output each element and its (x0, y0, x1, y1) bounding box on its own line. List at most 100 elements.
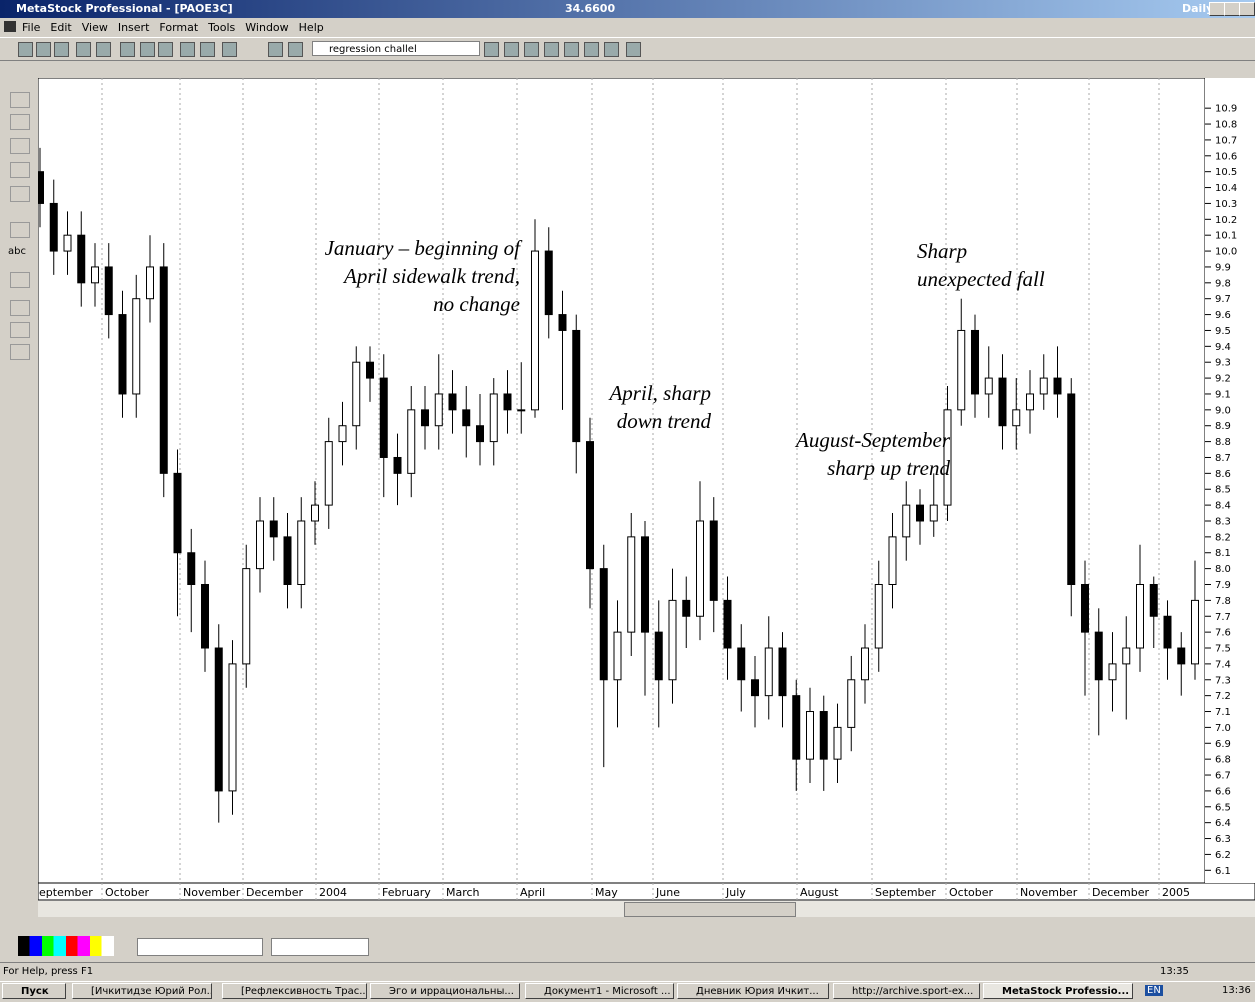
candle-body (1081, 583, 1089, 633)
y-tick-label: 6.2 (1215, 850, 1231, 861)
tool-icon[interactable] (200, 42, 215, 57)
tool-icon[interactable] (10, 138, 30, 154)
candle-body (38, 171, 44, 204)
candle-body (682, 599, 691, 617)
task-item[interactable]: Дневник Юрия Ичкит... (677, 983, 829, 999)
menu-item[interactable]: Edit (50, 21, 72, 34)
candle-body (792, 695, 801, 760)
month-label: February (382, 886, 431, 899)
y-tick-label: 9.2 (1215, 374, 1231, 385)
candle-body (242, 568, 251, 665)
tool-icon[interactable] (158, 42, 173, 57)
candle-body (943, 409, 952, 506)
tool-icon[interactable] (120, 42, 135, 57)
tool-icon[interactable] (544, 42, 559, 57)
tool-icon[interactable] (180, 42, 195, 57)
tool-icon[interactable] (10, 186, 30, 202)
close-button[interactable] (1239, 2, 1255, 16)
lang[interactable]: EN (1145, 985, 1163, 996)
annotation: April sidewalk trend, (342, 264, 520, 288)
task-item[interactable]: Эго и иррациональны... (370, 983, 520, 999)
tool-icon[interactable] (288, 42, 303, 57)
tool-icon[interactable] (10, 114, 30, 130)
tool-icon[interactable] (584, 42, 599, 57)
tool-icon[interactable] (222, 42, 237, 57)
month-label: October (949, 886, 993, 899)
candle-body (668, 599, 677, 681)
candle-body (476, 425, 484, 443)
candle-body (489, 393, 498, 443)
tool-icon[interactable] (524, 42, 539, 57)
tool-icon[interactable] (10, 344, 30, 360)
month-label: 2005 (1162, 886, 1190, 899)
menu-item[interactable]: Help (298, 21, 324, 34)
tool-icon[interactable] (604, 42, 619, 57)
tool-icon[interactable] (54, 42, 69, 57)
tool-icon[interactable] (268, 42, 283, 57)
scroll-thumb[interactable] (624, 902, 796, 917)
start-button[interactable]: Пуск (2, 983, 66, 999)
y-tick-label: 8.0 (1215, 564, 1231, 575)
menu-item[interactable]: Format (159, 21, 199, 34)
expert-combo[interactable]: regression challel (312, 41, 480, 56)
tool-icon[interactable] (76, 42, 91, 57)
annotation: August-September (794, 428, 951, 452)
y-tick-label: 10.9 (1215, 104, 1237, 115)
color-palette[interactable] (18, 936, 114, 956)
month-label: November (1020, 886, 1078, 899)
annotation: unexpected fall (917, 267, 1045, 291)
scrollbar[interactable] (38, 900, 1255, 917)
maximize-button[interactable] (1224, 2, 1240, 16)
tool-icon[interactable] (140, 42, 155, 57)
menu-item[interactable]: File (22, 21, 41, 34)
line-style[interactable] (137, 938, 263, 956)
menu-item[interactable]: Insert (117, 21, 150, 34)
candle-body (929, 504, 938, 522)
candle-body (421, 409, 429, 427)
task-item[interactable]: [Рефлексивность Трас... (222, 983, 367, 999)
candle-body (1108, 663, 1117, 681)
tool-icon[interactable] (10, 162, 30, 178)
annotation: January – beginning of (325, 236, 524, 260)
month-label: September (875, 886, 936, 899)
tool-icon[interactable] (36, 42, 51, 57)
candle-body (1053, 377, 1062, 395)
tool-icon[interactable] (10, 222, 30, 238)
tool-icon[interactable] (626, 42, 641, 57)
menu-item[interactable]: View (81, 21, 108, 34)
candle-body (558, 314, 567, 331)
task-item[interactable]: Документ1 - Microsoft ... (525, 983, 674, 999)
tool-icon[interactable] (10, 92, 30, 108)
candle-body (641, 536, 649, 633)
tool-icon[interactable] (10, 300, 30, 316)
tool-icon[interactable] (504, 42, 519, 57)
y-tick-label: 9.1 (1215, 389, 1231, 400)
candle-body (1136, 583, 1144, 649)
tool-icon[interactable] (18, 42, 33, 57)
month-label: November (183, 886, 241, 899)
tool-icon[interactable] (96, 42, 111, 57)
candle-body (971, 329, 979, 395)
candle-body (1012, 409, 1021, 427)
menu-item[interactable]: Window (245, 21, 289, 34)
tool-icon[interactable] (10, 322, 30, 338)
tool-icon[interactable] (484, 42, 499, 57)
y-tick-label: 6.9 (1215, 739, 1231, 750)
candle-body (338, 425, 347, 443)
text-tool[interactable]: abc (8, 246, 26, 257)
minimize-button[interactable] (1209, 2, 1225, 16)
tool-icon[interactable] (564, 42, 579, 57)
task-item[interactable]: http://archive.sport-ex... (833, 983, 980, 999)
candle-body (654, 631, 663, 681)
task-item[interactable]: [Ичкитидзе Юрий Рол... (72, 983, 212, 999)
line-width[interactable] (271, 938, 369, 956)
annotation: down trend (617, 409, 712, 433)
y-tick-label: 10.5 (1215, 167, 1237, 178)
candle-body (916, 504, 924, 522)
candle-body (984, 377, 993, 395)
menu-item[interactable]: Tools (208, 21, 236, 34)
y-tick-label: 6.7 (1215, 771, 1231, 782)
task-item[interactable]: MetaStock Professio... (983, 983, 1133, 999)
candle-body (214, 647, 223, 792)
tool-icon[interactable] (10, 272, 30, 288)
